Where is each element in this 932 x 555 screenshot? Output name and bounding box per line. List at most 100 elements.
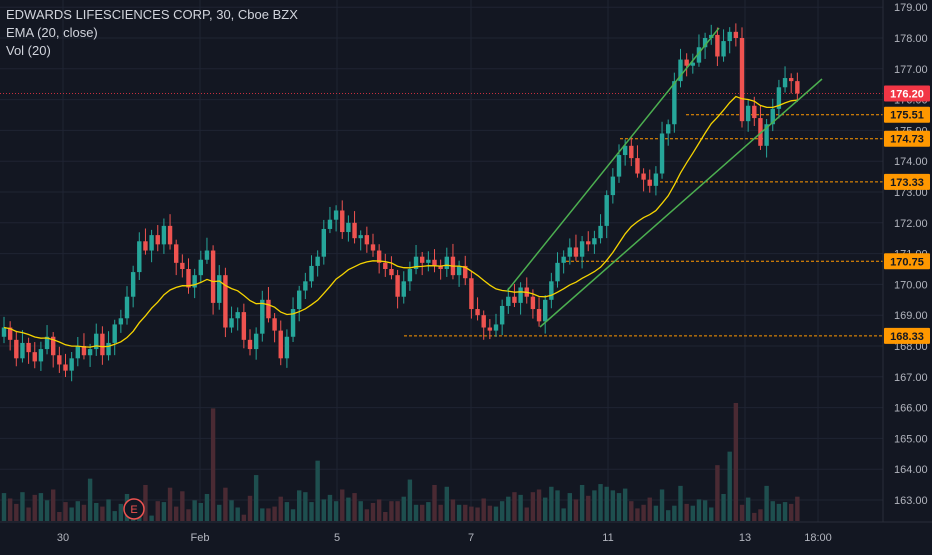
candle[interactable] xyxy=(20,330,25,363)
candle[interactable] xyxy=(764,119,769,158)
candle[interactable] xyxy=(463,255,468,286)
candle[interactable] xyxy=(364,226,370,253)
candle[interactable] xyxy=(352,211,357,244)
earnings-event-badge[interactable]: E xyxy=(123,498,145,520)
candle[interactable] xyxy=(297,285,302,322)
candle[interactable] xyxy=(321,219,326,265)
candle[interactable] xyxy=(499,299,505,336)
candle[interactable] xyxy=(327,206,333,234)
candle[interactable] xyxy=(69,352,74,382)
candle[interactable] xyxy=(616,144,622,183)
candle[interactable] xyxy=(776,79,782,119)
candle[interactable] xyxy=(112,319,117,356)
candle[interactable] xyxy=(63,353,68,377)
candle[interactable] xyxy=(44,325,50,355)
candle[interactable] xyxy=(684,53,689,77)
candle[interactable] xyxy=(579,236,585,269)
candle[interactable] xyxy=(782,66,788,93)
candle[interactable] xyxy=(210,245,216,315)
candle[interactable] xyxy=(376,244,382,274)
legend-ema[interactable]: EMA (20, close) xyxy=(6,25,98,40)
candle[interactable] xyxy=(727,27,732,54)
candle[interactable] xyxy=(26,337,31,364)
channel-lower-line[interactable] xyxy=(539,78,823,328)
candle[interactable] xyxy=(51,332,56,368)
candle[interactable] xyxy=(247,329,253,356)
candle[interactable] xyxy=(456,260,462,287)
candle[interactable] xyxy=(57,346,62,373)
candle[interactable] xyxy=(690,53,695,74)
candle[interactable] xyxy=(758,105,763,150)
candle[interactable] xyxy=(118,309,124,333)
candle[interactable] xyxy=(32,342,37,369)
earnings-badge-circle[interactable] xyxy=(123,498,145,520)
candle[interactable] xyxy=(493,313,499,337)
candle[interactable] xyxy=(629,136,634,167)
candle[interactable] xyxy=(143,228,148,255)
candle[interactable] xyxy=(678,48,683,88)
legend-volume[interactable]: Vol (20) xyxy=(6,43,51,58)
candle[interactable] xyxy=(94,323,99,356)
candle[interactable] xyxy=(333,205,339,232)
candle[interactable] xyxy=(358,230,363,251)
candle[interactable] xyxy=(420,251,425,276)
candle[interactable] xyxy=(217,265,222,310)
candle[interactable] xyxy=(549,272,554,309)
candle[interactable] xyxy=(475,297,480,321)
candle[interactable] xyxy=(573,234,579,261)
candle[interactable] xyxy=(389,256,394,280)
candle[interactable] xyxy=(512,283,517,308)
candle[interactable] xyxy=(290,297,296,342)
legend-symbol[interactable]: EDWARDS LIFESCIENCES CORP, 30, Cboe BZX xyxy=(6,7,298,22)
candle[interactable] xyxy=(592,230,597,254)
candle[interactable] xyxy=(223,267,228,338)
candle[interactable] xyxy=(487,319,493,340)
candle[interactable] xyxy=(789,73,794,94)
candle[interactable] xyxy=(7,321,13,351)
candle[interactable] xyxy=(174,239,179,276)
channel-upper-line[interactable] xyxy=(506,27,720,292)
candle[interactable] xyxy=(739,27,745,128)
candle[interactable] xyxy=(38,341,44,371)
candle[interactable] xyxy=(506,287,511,314)
candle[interactable] xyxy=(260,290,265,342)
candle[interactable] xyxy=(370,233,376,257)
candle[interactable] xyxy=(604,190,609,239)
candle[interactable] xyxy=(192,268,197,299)
candle[interactable] xyxy=(167,214,173,250)
candle[interactable] xyxy=(770,98,775,132)
candle[interactable] xyxy=(180,254,185,278)
candle[interactable] xyxy=(567,238,572,265)
candle[interactable] xyxy=(426,251,431,272)
trend-channel[interactable] xyxy=(506,27,823,328)
candle[interactable] xyxy=(278,320,283,366)
candle[interactable] xyxy=(413,244,419,275)
candle[interactable] xyxy=(235,307,240,331)
candle[interactable] xyxy=(155,225,160,252)
candle[interactable] xyxy=(340,200,345,239)
candle[interactable] xyxy=(610,168,616,204)
candle[interactable] xyxy=(598,214,603,244)
candle[interactable] xyxy=(438,259,443,280)
candle[interactable] xyxy=(284,329,290,368)
candle[interactable] xyxy=(469,270,474,319)
candle[interactable] xyxy=(395,269,400,309)
candle[interactable] xyxy=(346,215,351,242)
candle[interactable] xyxy=(186,258,191,294)
candle[interactable] xyxy=(444,247,449,277)
candle[interactable] xyxy=(407,261,413,291)
candle[interactable] xyxy=(641,168,646,192)
candle[interactable] xyxy=(100,326,105,365)
candle[interactable] xyxy=(272,313,277,343)
candle[interactable] xyxy=(401,271,406,304)
candle[interactable] xyxy=(253,327,259,360)
candle[interactable] xyxy=(696,34,702,67)
candle[interactable] xyxy=(198,250,203,284)
ema-20-line[interactable] xyxy=(3,95,798,348)
candle[interactable] xyxy=(543,295,548,334)
candle[interactable] xyxy=(653,166,659,196)
candle[interactable] xyxy=(586,231,591,252)
candle[interactable] xyxy=(536,297,542,327)
